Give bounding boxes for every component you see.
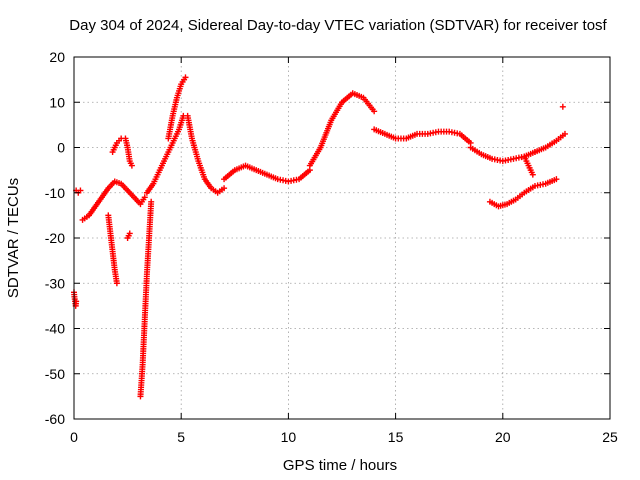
y-tick-label: 20 — [49, 49, 65, 65]
x-tick-label: 15 — [388, 429, 404, 445]
x-axis-label: GPS time / hours — [283, 457, 397, 474]
data-point-drop-3 — [148, 198, 155, 205]
x-tick-label: 0 — [70, 429, 78, 445]
data-point-pts-2 — [126, 230, 133, 237]
axis-ticks: 0 5 10 15 20 25 -60 -50 -40 -30 -20 -10 0 10 20 — [45, 49, 618, 445]
data-point-end-pt — [559, 103, 566, 110]
y-tick-label: 10 — [49, 94, 65, 110]
data-point-band-rise — [221, 185, 228, 192]
grid — [74, 57, 610, 419]
y-tick-label: -60 — [45, 411, 65, 427]
data-point-drop-1 — [113, 280, 120, 287]
data-point-loop-2 — [128, 162, 135, 169]
data-point-big-rise — [371, 108, 378, 115]
x-tick-label: 5 — [177, 429, 185, 445]
data-point-branch-link — [529, 171, 536, 178]
y-tick-label: -40 — [45, 321, 65, 337]
y-tick-label: -50 — [45, 366, 65, 382]
data-point-early-rise — [141, 194, 148, 201]
data-point-start-pts — [77, 187, 84, 194]
data-point-peak — [182, 74, 189, 81]
y-tick-label: -10 — [45, 185, 65, 201]
data-point-lower-branch — [553, 176, 560, 183]
y-tick-label: -30 — [45, 275, 65, 291]
y-tick-label: -20 — [45, 230, 65, 246]
y-axis-label: SDTVAR / TECUs — [5, 178, 22, 298]
data-point-tail-rise — [561, 130, 568, 137]
y-tick-label: 0 — [57, 140, 65, 156]
data-points — [71, 74, 568, 400]
x-tick-label: 25 — [602, 429, 618, 445]
x-tick-label: 10 — [281, 429, 297, 445]
x-tick-label: 20 — [495, 429, 511, 445]
chart-title: Day 304 of 2024, Sidereal Day-to-day VTE… — [69, 17, 607, 34]
